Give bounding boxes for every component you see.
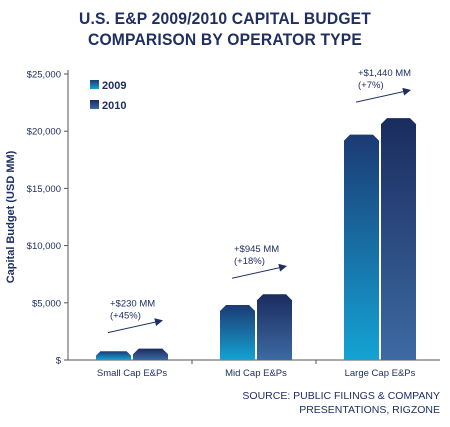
y-tick-label: $5,000 [32, 298, 61, 309]
y-tick-label: $10,000 [27, 241, 61, 252]
source-line-2: PRESENTATIONS, RIGZONE [299, 404, 440, 416]
bar-2010-1 [257, 294, 292, 360]
bar-2009-1 [220, 305, 255, 360]
change-arrow [107, 318, 163, 334]
chart-title-line-1: U.S. E&P 2009/2010 CAPITAL BUDGET [78, 9, 372, 28]
annotation-percent: (+45%) [110, 311, 141, 322]
annotation-percent: (+18%) [234, 256, 265, 267]
change-arrow [231, 263, 287, 279]
annotation-percent: (+7%) [358, 80, 384, 91]
annotation-amount: +$230 MM [110, 299, 155, 310]
bar-2010-2 [381, 118, 416, 360]
chart-title-line-2: COMPARISON BY OPERATOR TYPE [87, 30, 363, 49]
source-line-1: SOURCE: PUBLIC FILINGS & COMPANY [242, 390, 440, 402]
annotation-amount: +$945 MM [234, 244, 279, 255]
x-tick-label: Mid Cap E&Ps [225, 368, 287, 379]
y-tick-label: $25,000 [27, 70, 61, 81]
x-tick-label: Small Cap E&Ps [97, 368, 167, 379]
legend-label-2010: 2010 [102, 100, 126, 112]
bar-2009-0 [96, 351, 131, 360]
y-tick-label: $15,000 [27, 184, 61, 195]
bars [96, 118, 416, 360]
x-tick-label: Large Cap E&Ps [345, 368, 416, 379]
y-tick-label: $20,000 [27, 127, 61, 138]
y-axis-title: Capital Budget (USD MM) [5, 150, 17, 283]
bar-2009-2 [344, 134, 379, 360]
annotation-amount: +$1,440 MM [358, 68, 411, 79]
legend-swatch-2010 [90, 100, 99, 109]
bar-2010-0 [133, 348, 168, 360]
change-arrow [355, 87, 411, 103]
chart-title: U.S. E&P 2009/2010 CAPITAL BUDGET COMPAR… [0, 8, 450, 50]
y-tick-label: $ [56, 356, 62, 367]
legend-swatch-2009 [90, 80, 99, 89]
legend: 2009 2010 [90, 80, 126, 112]
annotations: +$230 MM(+45%) +$945 MM(+18%) +$1,440 MM(+… [107, 68, 411, 334]
legend-label-2009: 2009 [102, 80, 126, 92]
source-note: SOURCE: PUBLIC FILINGS & COMPANY PRESENT… [120, 389, 440, 417]
